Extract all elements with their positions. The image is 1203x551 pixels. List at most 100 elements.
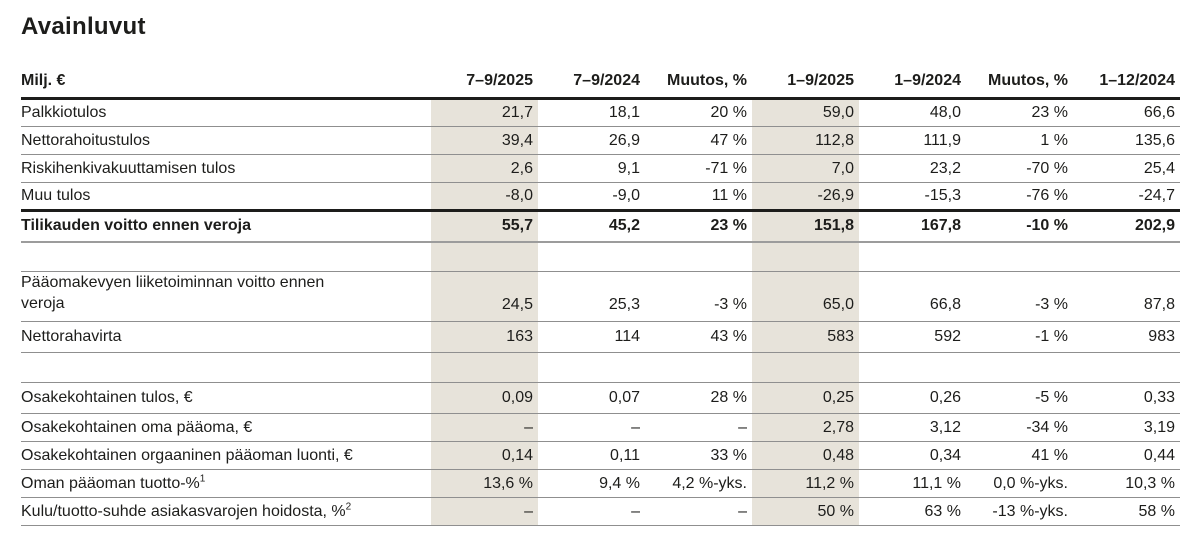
- row-label-text: Palkkiotulos: [21, 104, 107, 121]
- cell: 58 %: [1138, 502, 1175, 520]
- row-label: [21, 353, 431, 383]
- cell: -3 %: [714, 296, 747, 314]
- cell: 583: [752, 321, 859, 353]
- cell: 0,44: [1143, 446, 1175, 464]
- cell: 3,19: [1143, 418, 1175, 436]
- cell: 0,48: [752, 441, 859, 470]
- cell: –: [431, 497, 538, 526]
- cell: -71 %: [705, 159, 747, 177]
- cell: 23 %: [1031, 104, 1068, 121]
- column-header-change: Muutos, %: [667, 72, 747, 89]
- cell: 0,34: [929, 446, 961, 464]
- cell: 163: [431, 321, 538, 353]
- cell: –: [431, 413, 538, 442]
- cell: 66,6: [1143, 104, 1175, 121]
- cell: 111,9: [923, 131, 961, 149]
- column-header-unit: Milj. €: [21, 72, 66, 89]
- cell: 33 %: [710, 446, 747, 464]
- column-header-period: 1–9/2025: [787, 72, 854, 89]
- cell: 135,6: [1134, 131, 1175, 149]
- cell: 87,8: [1143, 296, 1175, 314]
- cell: -1 %: [1035, 328, 1068, 346]
- cell: 167,8: [920, 217, 961, 235]
- key-figures-table: Milj. € 7–9/2025 7–9/2024 Muutos, % 1–9/…: [21, 72, 1180, 526]
- cell: 45,2: [608, 217, 640, 235]
- column-header-period: 1–12/2024: [1099, 72, 1175, 89]
- row-label-text: Muu tulos: [21, 187, 91, 204]
- row-label: Osakekohtainen oma pääoma, €: [21, 414, 431, 442]
- cell: 592: [934, 328, 961, 346]
- cell: -15,3: [924, 187, 961, 204]
- cell: [538, 242, 645, 272]
- cell: 9,1: [617, 159, 640, 177]
- cell: –: [738, 502, 747, 520]
- cell: [645, 242, 752, 272]
- row-label: Nettorahavirta: [21, 322, 431, 353]
- table-header-row: Milj. € 7–9/2025 7–9/2024 Muutos, % 1–9/…: [21, 72, 1180, 99]
- table-row: Muu tulos -8,0 -9,0 11 % -26,9 -15,3 -76 % -24,…: [21, 182, 1180, 211]
- row-label-text: Kulu/tuotto-suhde asiakasvarojen hoidost…: [21, 501, 352, 520]
- cell: 20 %: [710, 104, 747, 121]
- column-header-period: 7–9/2025: [466, 72, 533, 89]
- cell: -10 %: [1026, 217, 1068, 235]
- row-label-text: Riskihenkivakuuttamisen tulos: [21, 159, 236, 177]
- row-label: Kulu/tuotto-suhde asiakasvarojen hoidost…: [21, 498, 431, 526]
- row-label: Osakekohtainen orgaaninen pääoman luonti…: [21, 442, 431, 470]
- table-row: Pääomakevyen liiketoiminnan voitto ennen…: [21, 271, 1180, 322]
- cell: [752, 241, 859, 272]
- table-row: Kulu/tuotto-suhde asiakasvarojen hoidost…: [21, 497, 1180, 526]
- row-label: Oman pääoman tuotto-%1: [21, 470, 431, 498]
- row-label: Muu tulos: [21, 183, 431, 211]
- cell: -26,9: [752, 182, 859, 211]
- footnote-marker: 2: [345, 501, 352, 513]
- cell: 0,0 %-yks.: [993, 474, 1068, 492]
- table-row: Riskihenkivakuuttamisen tulos 2,6 9,1 -71 %…: [21, 154, 1180, 183]
- row-label-text: Osakekohtainen orgaaninen pääoman luonti…: [21, 446, 353, 464]
- cell: 21,7: [431, 98, 538, 127]
- cell: 11,1 %: [912, 474, 961, 492]
- row-label-text: Oman pääoman tuotto-%1: [21, 473, 206, 492]
- cell: -34 %: [1026, 418, 1068, 436]
- cell: [966, 353, 1073, 383]
- row-label: Palkkiotulos: [21, 99, 431, 127]
- column-header-change: Muutos, %: [988, 72, 1068, 89]
- cell: 23 %: [710, 217, 747, 235]
- cell: 48,0: [929, 104, 961, 121]
- page-title: Avainluvut: [21, 13, 146, 40]
- table-row: Nettorahoitustulos 39,4 26,9 47 % 112,8 111,9…: [21, 126, 1180, 155]
- table-body: Palkkiotulos 21,7 18,1 20 % 59,0 48,0 23 % 66,6…: [21, 98, 1180, 526]
- cell: 28 %: [710, 389, 747, 407]
- cell: 0,09: [431, 382, 538, 414]
- cell: 43 %: [710, 328, 747, 346]
- cell: 9,4 %: [599, 474, 640, 492]
- cell: [1073, 242, 1180, 272]
- cell: 63 %: [924, 502, 961, 520]
- cell: 202,9: [1134, 217, 1175, 235]
- cell: -24,7: [1138, 187, 1175, 204]
- row-label-text: Nettorahoitustulos: [21, 131, 150, 149]
- cell: -76 %: [1026, 187, 1068, 204]
- table-row: Oman pääoman tuotto-%1 13,6 % 9,4 % 4,2 %-y…: [21, 469, 1180, 498]
- cell: 13,6 %: [431, 469, 538, 498]
- cell: 0,26: [929, 389, 961, 407]
- report-page: Avainluvut Milj. € 7–9/2025 7–9/2024 Muu…: [21, 13, 1180, 526]
- row-label: Tilikauden voitto ennen veroja: [21, 211, 431, 242]
- cell: -5 %: [1035, 389, 1068, 407]
- table-row: Nettorahavirta 163 114 43 % 583 592 -1 % 983: [21, 321, 1180, 353]
- cell: 47 %: [710, 131, 747, 149]
- cell: -3 %: [1035, 296, 1068, 314]
- cell: [752, 352, 859, 383]
- row-label-text: Osakekohtainen oma pääoma, €: [21, 418, 253, 436]
- row-label-text: Tilikauden voitto ennen veroja: [21, 217, 251, 235]
- table-row: Osakekohtainen orgaaninen pääoman luonti…: [21, 441, 1180, 470]
- cell: 39,4: [431, 126, 538, 155]
- table-row: Palkkiotulos 21,7 18,1 20 % 59,0 48,0 23 % 66,6: [21, 98, 1180, 127]
- cell: -13 %-yks.: [992, 502, 1068, 520]
- column-header-period: 1–9/2024: [894, 72, 961, 89]
- cell: 50 %: [752, 497, 859, 526]
- row-label: Osakekohtainen tulos, €: [21, 383, 431, 414]
- spacer-row: [21, 241, 1180, 272]
- cell: 59,0: [752, 98, 859, 127]
- cell: [645, 353, 752, 383]
- column-header-period: 7–9/2024: [573, 72, 640, 89]
